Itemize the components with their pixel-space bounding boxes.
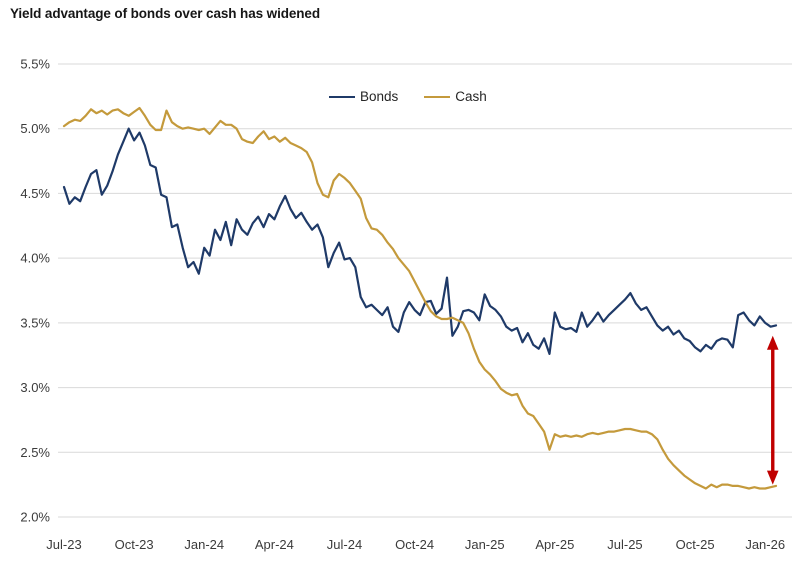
cash-line-swatch-icon (424, 95, 451, 99)
gap-arrow-head-bottom-icon (766, 470, 779, 485)
y-axis-label: 3.0% (20, 380, 50, 395)
legend-item-bonds: Bonds (329, 89, 398, 105)
series-line-bonds (62, 127, 778, 355)
x-axis-label: Jul-24 (327, 537, 362, 552)
legend-label-cash: Cash (455, 89, 487, 104)
bonds-line-swatch-icon (329, 95, 355, 99)
x-axis-label: Apr-24 (255, 537, 294, 552)
chart-legend: Bonds Cash (329, 89, 487, 105)
y-axis-label: 2.0% (20, 510, 50, 525)
x-axis-label: Apr-25 (535, 537, 574, 552)
chart-title: Yield advantage of bonds over cash has w… (10, 6, 320, 21)
x-axis-label: Oct-24 (395, 537, 434, 552)
y-axis-label: 2.5% (20, 445, 50, 460)
y-axis-label: 5.0% (20, 121, 50, 136)
legend-label-bonds: Bonds (360, 89, 399, 104)
x-axis-label: Jul-25 (607, 537, 642, 552)
x-axis-label: Jan-25 (465, 537, 505, 552)
y-axis-label: 5.5% (20, 57, 50, 72)
gap-arrow-head-top-icon (766, 335, 779, 350)
x-axis-label: Oct-25 (676, 537, 715, 552)
series-line-cash (62, 106, 778, 490)
x-axis-label: Jan-26 (745, 537, 785, 552)
legend-item-cash: Cash (424, 89, 487, 105)
x-axis-label: Jan-24 (184, 537, 224, 552)
x-axis-label: Oct-23 (115, 537, 154, 552)
x-axis-label: Jul-23 (46, 537, 81, 552)
y-axis-label: 4.0% (20, 251, 50, 266)
y-axis-label: 3.5% (20, 315, 50, 330)
y-axis-label: 4.5% (20, 186, 50, 201)
